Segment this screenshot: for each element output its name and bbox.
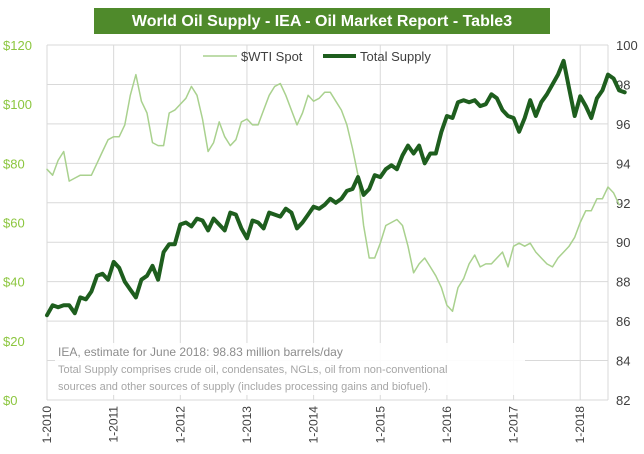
x-tick-label: 1-2015	[373, 406, 387, 444]
left-tick-label: $60	[3, 216, 25, 231]
right-tick-label: 82	[616, 393, 630, 408]
chart-notes: IEA, estimate for June 2018: 98.83 milli…	[55, 343, 525, 395]
left-tick-label: $80	[3, 156, 25, 171]
note-definition-2: sources and other sources of supply (inc…	[58, 381, 431, 393]
chart-legend: $WTI Spot Total Supply	[203, 49, 431, 64]
right-tick-label: 86	[616, 314, 630, 329]
note-definition-1: Total Supply comprises crude oil, conden…	[58, 364, 447, 376]
left-tick-label: $0	[3, 393, 17, 408]
left-tick-label: $100	[3, 97, 32, 112]
right-tick-label: 90	[616, 235, 630, 250]
x-tick-label: 1-2014	[307, 406, 321, 444]
chart-title-bar	[94, 8, 550, 34]
legend-supply-label: Total Supply	[360, 49, 431, 64]
left-axis-ticks: $0 $20 $40 $60 $80 $100 $120	[3, 38, 32, 408]
right-tick-label: 84	[616, 354, 630, 369]
right-tick-label: 96	[616, 117, 630, 132]
note-estimate: IEA, estimate for June 2018: 98.83 milli…	[58, 345, 343, 359]
left-tick-label: $120	[3, 38, 32, 53]
x-tick-label: 1-2017	[507, 406, 521, 444]
left-tick-label: $20	[3, 334, 25, 349]
x-tick-label: 1-2016	[440, 406, 454, 444]
x-tick-label: 1-2013	[240, 406, 254, 444]
x-tick-label: 1-2011	[107, 406, 121, 443]
right-tick-label: 92	[616, 196, 630, 211]
chart-title: World Oil Supply - IEA - Oil Market Repo…	[132, 13, 512, 30]
x-tick-label: 1-2010	[40, 406, 54, 444]
total-supply-line	[45, 58, 627, 318]
series-lines	[45, 58, 627, 318]
right-tick-label: 100	[616, 38, 638, 53]
legend-wti-label: $WTI Spot	[241, 49, 303, 64]
right-tick-label: 94	[616, 156, 630, 171]
left-tick-label: $40	[3, 275, 25, 290]
x-tick-label: 1-2012	[173, 406, 187, 444]
x-tick-label: 1-2018	[573, 406, 587, 444]
x-axis-ticks: 1-2010 1-2011 1-2012 1-2013 1-2014 1-2015 1-20…	[40, 406, 587, 444]
chart-gridlines	[46, 44, 609, 401]
wti-spot-line	[46, 73, 620, 313]
right-tick-label: 88	[616, 275, 630, 290]
